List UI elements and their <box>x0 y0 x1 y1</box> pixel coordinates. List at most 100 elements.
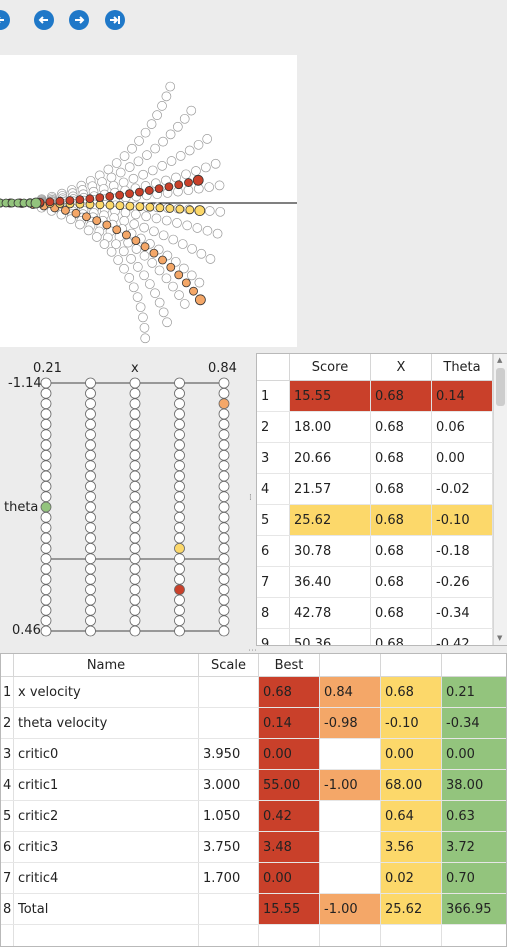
score-cell[interactable]: 30.78 <box>290 536 371 567</box>
row-number[interactable]: 6 <box>1 832 14 863</box>
critic-value-cell[interactable]: 0.64 <box>381 801 442 832</box>
critic-value-cell[interactable]: 0.00 <box>259 739 320 770</box>
critic-scale-cell[interactable]: 1.050 <box>199 801 259 832</box>
critic-scale-cell[interactable] <box>199 708 259 739</box>
critic-value-cell[interactable]: 3.72 <box>442 832 507 863</box>
last-button[interactable] <box>105 10 125 30</box>
critic-name-cell[interactable]: critic4 <box>14 863 199 894</box>
x-cell[interactable]: 0.68 <box>371 598 432 629</box>
critic-value-cell[interactable]: -1.00 <box>320 770 381 801</box>
critic-name-cell[interactable]: critic1 <box>14 770 199 801</box>
first-button[interactable] <box>0 10 10 30</box>
row-number[interactable]: 1 <box>1 677 14 708</box>
critic-name-cell[interactable]: x velocity <box>14 677 199 708</box>
column-header-theta[interactable]: Theta <box>432 354 493 381</box>
x-cell[interactable]: 0.68 <box>371 443 432 474</box>
critic-value-cell[interactable]: -1.00 <box>320 894 381 925</box>
critic-scale-cell[interactable]: 3.000 <box>199 770 259 801</box>
critic-scale-cell[interactable]: 3.950 <box>199 739 259 770</box>
score-cell[interactable]: 20.66 <box>290 443 371 474</box>
row-number[interactable]: 5 <box>257 505 290 536</box>
x-cell[interactable]: 0.68 <box>371 505 432 536</box>
row-number[interactable]: 1 <box>257 381 290 412</box>
scroll-up-icon[interactable]: ▲ <box>497 356 502 364</box>
column-header-best[interactable]: Best <box>259 654 320 677</box>
critic-scale-cell[interactable]: 1.700 <box>199 863 259 894</box>
critic-value-cell[interactable]: 0.02 <box>381 863 442 894</box>
score-cell[interactable]: 15.55 <box>290 381 371 412</box>
score-cell[interactable]: 21.57 <box>290 474 371 505</box>
score-cell[interactable]: 42.78 <box>290 598 371 629</box>
column-header-3[interactable] <box>381 654 442 677</box>
score-cell[interactable]: 36.40 <box>290 567 371 598</box>
back-button[interactable] <box>34 10 54 30</box>
column-header-scale[interactable]: Scale <box>199 654 259 677</box>
score-cell[interactable]: 50.36 <box>290 629 371 647</box>
critic-value-cell[interactable]: 38.00 <box>442 770 507 801</box>
critic-value-cell[interactable]: 0.70 <box>442 863 507 894</box>
critic-value-cell[interactable]: 0.21 <box>442 677 507 708</box>
theta-cell[interactable]: -0.10 <box>432 505 493 536</box>
theta-cell[interactable]: -0.18 <box>432 536 493 567</box>
row-number[interactable]: 3 <box>257 443 290 474</box>
critic-value-cell[interactable] <box>320 801 381 832</box>
critic-value-cell[interactable]: 3.56 <box>381 832 442 863</box>
critic-value-cell[interactable] <box>320 832 381 863</box>
scroll-thumb[interactable] <box>496 368 505 406</box>
critic-value-cell[interactable]: 0.00 <box>259 863 320 894</box>
critic-name-cell[interactable]: Total <box>14 894 199 925</box>
x-cell[interactable]: 0.68 <box>371 536 432 567</box>
critic-value-cell[interactable]: 55.00 <box>259 770 320 801</box>
critic-value-cell[interactable]: 15.55 <box>259 894 320 925</box>
critic-name-cell[interactable]: critic2 <box>14 801 199 832</box>
column-header-x[interactable]: X <box>371 354 432 381</box>
x-cell[interactable]: 0.68 <box>371 474 432 505</box>
critic-value-cell[interactable]: -0.98 <box>320 708 381 739</box>
column-header-score[interactable]: Score <box>290 354 371 381</box>
row-number[interactable]: 7 <box>257 567 290 598</box>
critic-value-cell[interactable]: 0.68 <box>381 677 442 708</box>
column-header-name[interactable]: Name <box>14 654 199 677</box>
forward-button[interactable] <box>69 10 89 30</box>
critic-value-cell[interactable]: 0.00 <box>442 739 507 770</box>
critic-value-cell[interactable]: -0.10 <box>381 708 442 739</box>
critic-scale-cell[interactable]: 3.750 <box>199 832 259 863</box>
critic-value-cell[interactable]: 0.84 <box>320 677 381 708</box>
theta-cell[interactable]: 0.14 <box>432 381 493 412</box>
row-number[interactable]: 2 <box>257 412 290 443</box>
critic-value-cell[interactable]: 25.62 <box>381 894 442 925</box>
critic-value-cell[interactable] <box>320 739 381 770</box>
critic-name-cell[interactable]: theta velocity <box>14 708 199 739</box>
row-number[interactable]: 8 <box>257 598 290 629</box>
row-number[interactable]: 6 <box>257 536 290 567</box>
x-cell[interactable]: 0.68 <box>371 629 432 647</box>
critic-value-cell[interactable]: 3.48 <box>259 832 320 863</box>
critic-value-cell[interactable]: 68.00 <box>381 770 442 801</box>
row-number[interactable]: 5 <box>1 801 14 832</box>
theta-cell[interactable]: 0.06 <box>432 412 493 443</box>
critic-value-cell[interactable]: -0.34 <box>442 708 507 739</box>
row-number[interactable]: 4 <box>257 474 290 505</box>
row-number[interactable]: 3 <box>1 739 14 770</box>
critic-value-cell[interactable]: 0.42 <box>259 801 320 832</box>
row-number[interactable]: 9 <box>257 629 290 647</box>
theta-cell[interactable]: -0.42 <box>432 629 493 647</box>
critic-value-cell[interactable]: 0.14 <box>259 708 320 739</box>
x-cell[interactable]: 0.68 <box>371 381 432 412</box>
critic-value-cell[interactable] <box>320 863 381 894</box>
x-cell[interactable]: 0.68 <box>371 412 432 443</box>
